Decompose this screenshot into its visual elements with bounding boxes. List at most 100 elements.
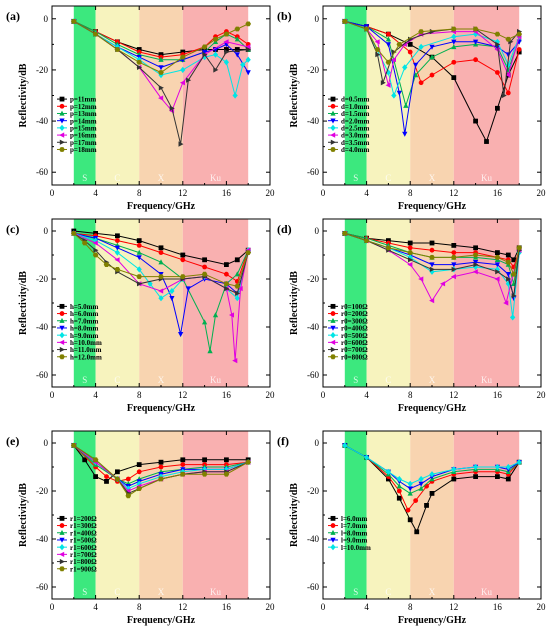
data-point — [403, 102, 409, 108]
chart-panel: S C X Ku h=5.0mmh=6.0mmh=7.0mmh=8.0mmh=9.0mm… — [6, 218, 275, 414]
legend-marker — [330, 346, 336, 353]
data-point — [495, 41, 501, 47]
data-point — [136, 243, 142, 248]
legend-marker — [59, 118, 65, 124]
data-point — [407, 41, 413, 47]
data-point — [429, 262, 435, 268]
legend-entry: d=2.0mm — [341, 117, 369, 125]
band-label: C — [385, 587, 391, 597]
data-point — [473, 474, 478, 479]
y-tick-label: -20 — [307, 274, 319, 284]
legend-entry: p=12mm — [70, 103, 97, 111]
data-point — [147, 280, 153, 287]
data-point — [418, 29, 424, 34]
data-point — [385, 69, 391, 76]
x-axis-label: Frequency/GHz — [398, 615, 467, 626]
data-point — [494, 276, 500, 282]
data-point — [71, 443, 77, 448]
legend-marker — [59, 339, 65, 345]
legend-entry: l=7.0mm — [341, 522, 368, 530]
legend-entry: p=18mm — [70, 146, 97, 154]
data-point — [418, 481, 424, 487]
data-point — [71, 231, 77, 236]
data-point — [180, 66, 186, 73]
data-point — [234, 271, 240, 277]
data-point — [429, 72, 435, 78]
data-point — [158, 245, 164, 251]
band-region — [73, 219, 96, 387]
data-point — [510, 314, 516, 321]
data-point — [223, 281, 230, 287]
data-point — [224, 262, 229, 267]
data-point — [202, 257, 207, 263]
x-axis-label: Frequency/GHz — [398, 403, 467, 414]
legend-entry: r0=300Ω — [341, 317, 368, 325]
data-point — [92, 457, 99, 463]
data-point — [494, 255, 501, 260]
y-tick-label: 0 — [44, 226, 49, 236]
band-region — [410, 431, 454, 599]
y-axis-label: Reflectivity/dB — [18, 271, 29, 335]
data-point — [224, 457, 229, 463]
series — [71, 19, 251, 75]
x-tick-label: 12 — [449, 390, 458, 400]
legend-entry: h=6.0mm — [70, 310, 98, 318]
data-point — [114, 249, 120, 256]
band-region — [182, 6, 249, 185]
legend-entry: h=10.0mm — [70, 339, 102, 347]
data-point — [505, 36, 512, 42]
x-tick-label: 0 — [50, 188, 55, 198]
data-point — [396, 42, 403, 47]
legend-marker — [330, 339, 336, 345]
band-label: S — [82, 375, 87, 385]
x-tick-label: 8 — [408, 188, 413, 198]
data-point — [92, 240, 98, 246]
data-point — [125, 485, 131, 492]
data-point — [407, 254, 413, 261]
data-point — [429, 240, 435, 246]
y-tick-label: 0 — [315, 226, 320, 236]
data-point — [136, 238, 142, 243]
legend-entry: d=3.0mm — [341, 132, 369, 140]
data-point — [169, 287, 175, 295]
data-point — [473, 57, 478, 63]
series — [342, 231, 522, 277]
legend-entry: d=4.0mm — [341, 146, 369, 154]
legend-marker — [330, 118, 336, 124]
data-point — [201, 271, 208, 277]
data-point — [516, 459, 522, 466]
legend-marker — [59, 332, 65, 339]
data-point — [185, 286, 191, 292]
x-tick-label: 16 — [493, 390, 503, 400]
band-label: X — [429, 173, 436, 183]
band-label: X — [158, 173, 165, 183]
legend-marker — [59, 96, 65, 102]
chart-panel: S C X Ku p=11mmp=12mmp=13mmp=14mmp=15mmp=16m… — [6, 5, 276, 212]
x-tick-label: 4 — [93, 390, 98, 400]
legend-entry: l=8.0mm — [341, 529, 368, 537]
data-point — [224, 271, 229, 277]
data-point — [207, 348, 213, 354]
data-point — [245, 56, 251, 63]
legend-marker — [59, 515, 65, 521]
data-point — [114, 47, 121, 52]
y-tick-label: 0 — [44, 14, 49, 24]
series-line — [73, 445, 249, 485]
legend-entry: r0=400Ω — [341, 325, 368, 333]
data-point — [232, 92, 238, 99]
data-point — [202, 466, 208, 473]
data-point — [234, 295, 240, 302]
legend-marker — [330, 317, 336, 323]
legend-marker — [59, 551, 65, 557]
band-label: X — [429, 375, 436, 385]
data-point — [451, 39, 457, 45]
legend-marker — [59, 529, 65, 535]
x-tick-label: 20 — [266, 188, 276, 198]
data-point — [234, 257, 240, 263]
x-tick-label: 16 — [493, 188, 503, 198]
panel-label: (a) — [6, 9, 20, 23]
data-point — [451, 476, 457, 482]
band-label: C — [385, 173, 391, 183]
y-tick-label: -20 — [36, 65, 48, 75]
